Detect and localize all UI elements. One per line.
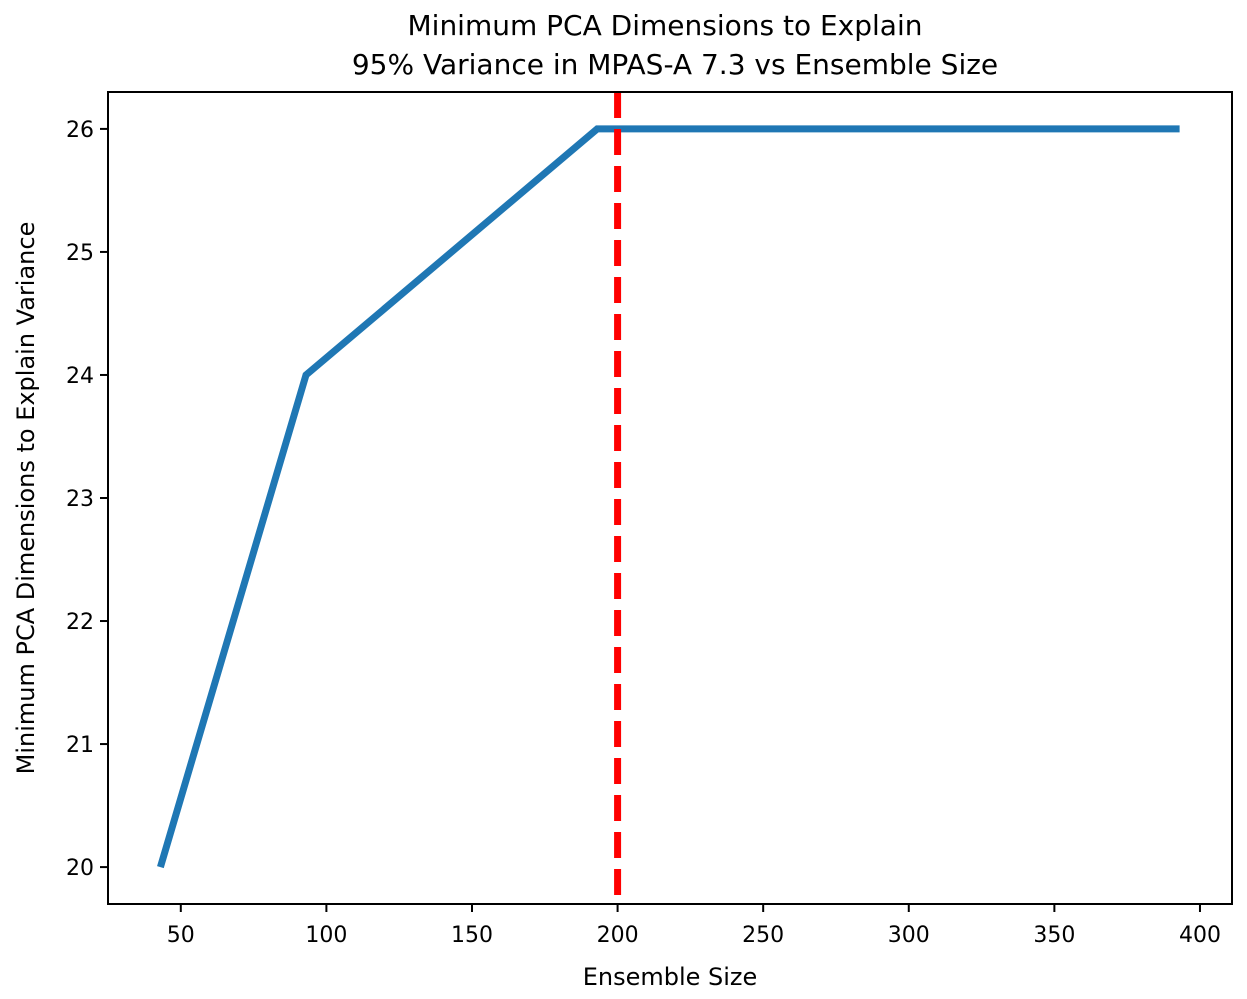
y-tick-label: 25 xyxy=(66,241,94,266)
y-tick-label: 21 xyxy=(66,733,94,758)
y-tick-label: 23 xyxy=(66,487,94,512)
x-tick-label: 100 xyxy=(305,923,347,948)
plot-frame xyxy=(107,91,1233,905)
series-line-0 xyxy=(157,125,1180,869)
x-tick-label: 400 xyxy=(1179,923,1221,948)
axis-ticks: 50 100 150 200 250 300 350 400 20 21 22 23 24 25 26 xyxy=(66,118,1221,948)
chart-title-line-1: Minimum PCA Dimensions to Explain xyxy=(408,9,923,42)
y-tick-label: 20 xyxy=(66,856,94,881)
y-tick-label: 22 xyxy=(66,610,94,635)
x-tick-label: 250 xyxy=(742,923,784,948)
x-tick-label: 150 xyxy=(451,923,493,948)
x-tick-label: 50 xyxy=(167,923,195,948)
y-tick-label: 26 xyxy=(66,118,94,143)
x-tick-label: 350 xyxy=(1033,923,1075,948)
plot-area xyxy=(157,92,1180,904)
y-axis-label: Minimum PCA Dimensions to Explain Varian… xyxy=(12,222,40,775)
x-tick-label: 300 xyxy=(888,923,930,948)
x-axis-label: Ensemble Size xyxy=(583,963,758,991)
x-tick-label: 200 xyxy=(597,923,639,948)
chart-title-line-2: 95% Variance in MPAS-A 7.3 vs Ensemble S… xyxy=(352,48,998,81)
y-tick-label: 24 xyxy=(66,364,94,389)
